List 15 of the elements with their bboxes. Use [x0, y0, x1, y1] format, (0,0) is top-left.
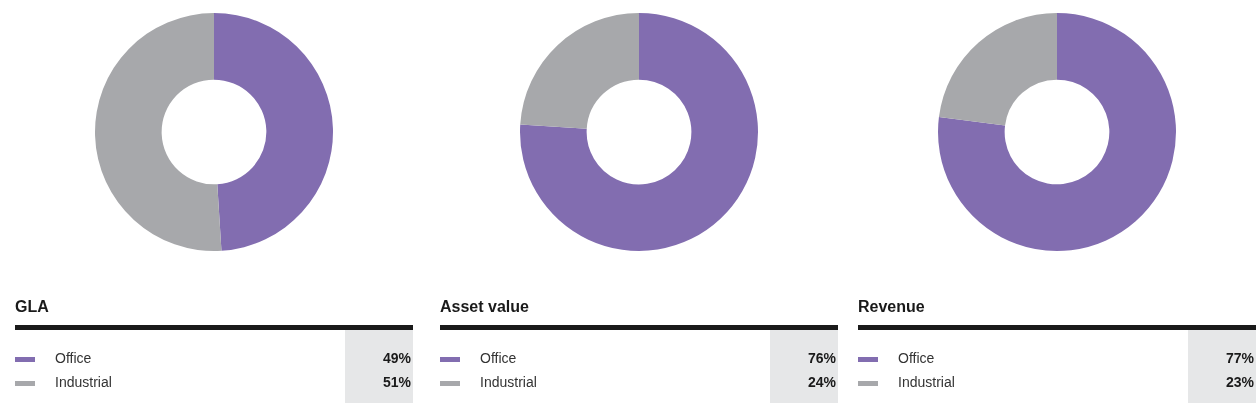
data-label: 76%: [807, 350, 836, 366]
data-label: 77%: [1225, 350, 1254, 366]
legend-label: Office: [898, 350, 935, 366]
legend-label: Industrial: [898, 374, 955, 390]
data-label: 51%: [382, 374, 411, 390]
data-label: 24%: [807, 374, 836, 390]
legend-label: Office: [480, 350, 517, 366]
data-label: 23%: [1225, 374, 1254, 390]
legend-label: Industrial: [55, 374, 112, 390]
text: Asset value: [440, 298, 529, 316]
legend-label: Office: [55, 350, 92, 366]
data-label: 49%: [382, 350, 411, 366]
legend-label: Industrial: [480, 374, 537, 390]
text: GLA: [15, 298, 49, 316]
text: Revenue: [858, 298, 925, 316]
